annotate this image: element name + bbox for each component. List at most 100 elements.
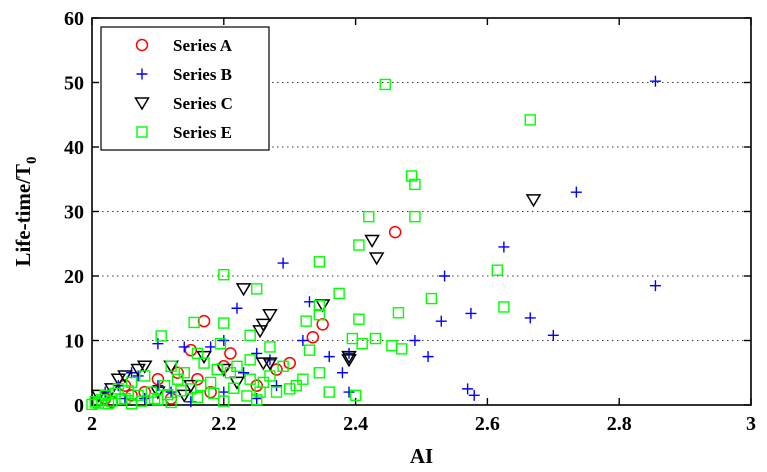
data-point — [122, 385, 134, 397]
data-point — [99, 386, 111, 398]
y-tick-label: 40 — [64, 137, 84, 159]
data-point — [323, 386, 335, 398]
data-point — [379, 78, 391, 91]
y-tick-label: 30 — [64, 202, 84, 224]
data-point — [227, 382, 240, 394]
legend-marker — [136, 126, 148, 138]
data-point — [341, 350, 357, 365]
data-point — [218, 317, 230, 329]
legend-marker — [135, 38, 149, 52]
data-points — [86, 75, 661, 411]
y-axis-label-subscript: 0 — [24, 156, 40, 164]
data-point — [524, 312, 536, 324]
data-point — [264, 370, 276, 382]
data-point — [547, 329, 559, 341]
data-point — [148, 392, 161, 405]
data-point — [231, 302, 243, 314]
series-4 — [86, 78, 536, 411]
data-point — [491, 264, 503, 276]
data-point — [125, 376, 138, 389]
data-point — [323, 351, 335, 363]
data-point — [425, 292, 438, 305]
y-axis-label-main: Life-time/T — [11, 164, 35, 267]
data-point — [303, 344, 316, 356]
data-point — [196, 350, 212, 365]
data-point — [343, 386, 355, 398]
data-point — [364, 234, 380, 248]
data-point — [89, 396, 101, 408]
data-point — [368, 252, 385, 266]
y-tick-label: 60 — [64, 8, 84, 30]
data-point — [208, 387, 220, 400]
legend-marker — [136, 68, 148, 80]
data-point — [290, 379, 302, 392]
data-point — [435, 315, 447, 327]
data-point — [136, 360, 153, 374]
data-point — [184, 343, 198, 357]
data-point — [231, 360, 243, 372]
data-point — [462, 383, 474, 395]
legend-item: Series A — [135, 36, 233, 55]
y-tick-label: 10 — [64, 331, 84, 353]
data-point — [155, 330, 167, 342]
data-point — [224, 347, 237, 360]
data-point — [244, 373, 256, 385]
legend-item: Series B — [136, 65, 232, 84]
data-point — [191, 391, 204, 403]
data-point — [343, 347, 355, 359]
series-1 — [98, 225, 402, 409]
data-point — [191, 347, 204, 360]
data-point — [255, 318, 272, 332]
data-point — [262, 357, 278, 371]
data-point — [465, 307, 477, 319]
data-point — [498, 301, 510, 313]
data-point — [165, 386, 177, 398]
data-point — [316, 318, 329, 331]
data-point — [171, 366, 184, 379]
data-point — [333, 287, 345, 300]
data-point — [405, 170, 418, 182]
data-point — [409, 178, 421, 191]
data-point — [271, 380, 283, 392]
data-point — [162, 388, 174, 401]
data-point — [126, 367, 138, 379]
data-point — [353, 313, 365, 325]
data-point — [218, 269, 230, 281]
data-point — [109, 387, 121, 400]
x-tick-label: 2.4 — [343, 413, 368, 435]
data-point — [422, 351, 434, 363]
data-point — [135, 395, 148, 407]
data-point — [110, 373, 127, 387]
data-point — [388, 225, 402, 239]
data-point — [103, 383, 120, 397]
y-tick-label: 0 — [74, 395, 84, 417]
data-point — [197, 314, 211, 328]
y-tick-label: 20 — [64, 266, 84, 288]
data-point — [369, 332, 382, 345]
data-point — [264, 354, 276, 366]
y-tick-label: 50 — [64, 73, 84, 95]
data-point — [224, 367, 237, 379]
data-point — [238, 367, 250, 379]
data-point — [171, 373, 184, 385]
legend-label: Series B — [173, 65, 232, 84]
data-point — [244, 329, 256, 342]
data-point — [218, 335, 230, 346]
data-point — [251, 347, 263, 359]
data-point — [130, 363, 146, 377]
data-point — [349, 389, 362, 402]
legend-item: Series E — [136, 123, 232, 142]
legend-marker — [134, 97, 150, 111]
data-point — [205, 341, 217, 353]
data-point — [139, 370, 151, 382]
data-point — [300, 315, 312, 327]
data-point — [90, 389, 107, 403]
data-point — [570, 186, 582, 198]
data-point — [386, 339, 398, 352]
data-point — [439, 270, 451, 282]
data-point — [188, 316, 200, 329]
data-point — [297, 373, 309, 385]
y-axis-label: Life-time/T0 — [11, 156, 40, 266]
